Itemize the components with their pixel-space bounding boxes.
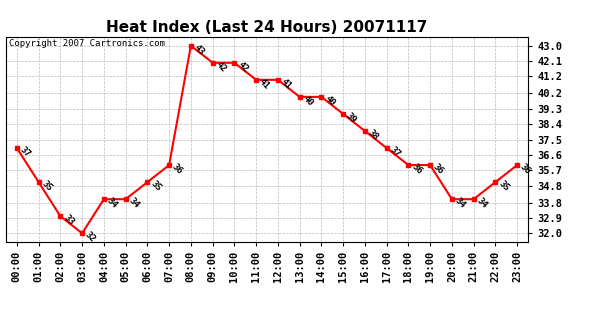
Text: 34: 34 [475,197,489,210]
Text: 34: 34 [127,197,141,210]
Text: 37: 37 [388,145,402,159]
Text: 35: 35 [497,179,511,193]
Text: 37: 37 [18,145,32,159]
Text: Copyright 2007 Cartronics.com: Copyright 2007 Cartronics.com [8,39,164,48]
Text: 34: 34 [453,197,467,210]
Text: 36: 36 [170,162,184,176]
Text: 38: 38 [366,128,380,142]
Text: 39: 39 [344,111,358,125]
Text: 33: 33 [62,214,76,228]
Text: 35: 35 [149,179,163,193]
Title: Heat Index (Last 24 Hours) 20071117: Heat Index (Last 24 Hours) 20071117 [106,20,428,35]
Text: 36: 36 [410,162,424,176]
Text: 43: 43 [192,43,206,57]
Text: 34: 34 [105,197,119,210]
Text: 42: 42 [214,60,228,74]
Text: 36: 36 [431,162,445,176]
Text: 35: 35 [40,179,54,193]
Text: 36: 36 [518,162,532,176]
Text: 32: 32 [83,231,97,245]
Text: 42: 42 [236,60,250,74]
Text: 41: 41 [257,77,271,91]
Text: 40: 40 [323,94,337,108]
Text: 41: 41 [279,77,293,91]
Text: 40: 40 [301,94,315,108]
